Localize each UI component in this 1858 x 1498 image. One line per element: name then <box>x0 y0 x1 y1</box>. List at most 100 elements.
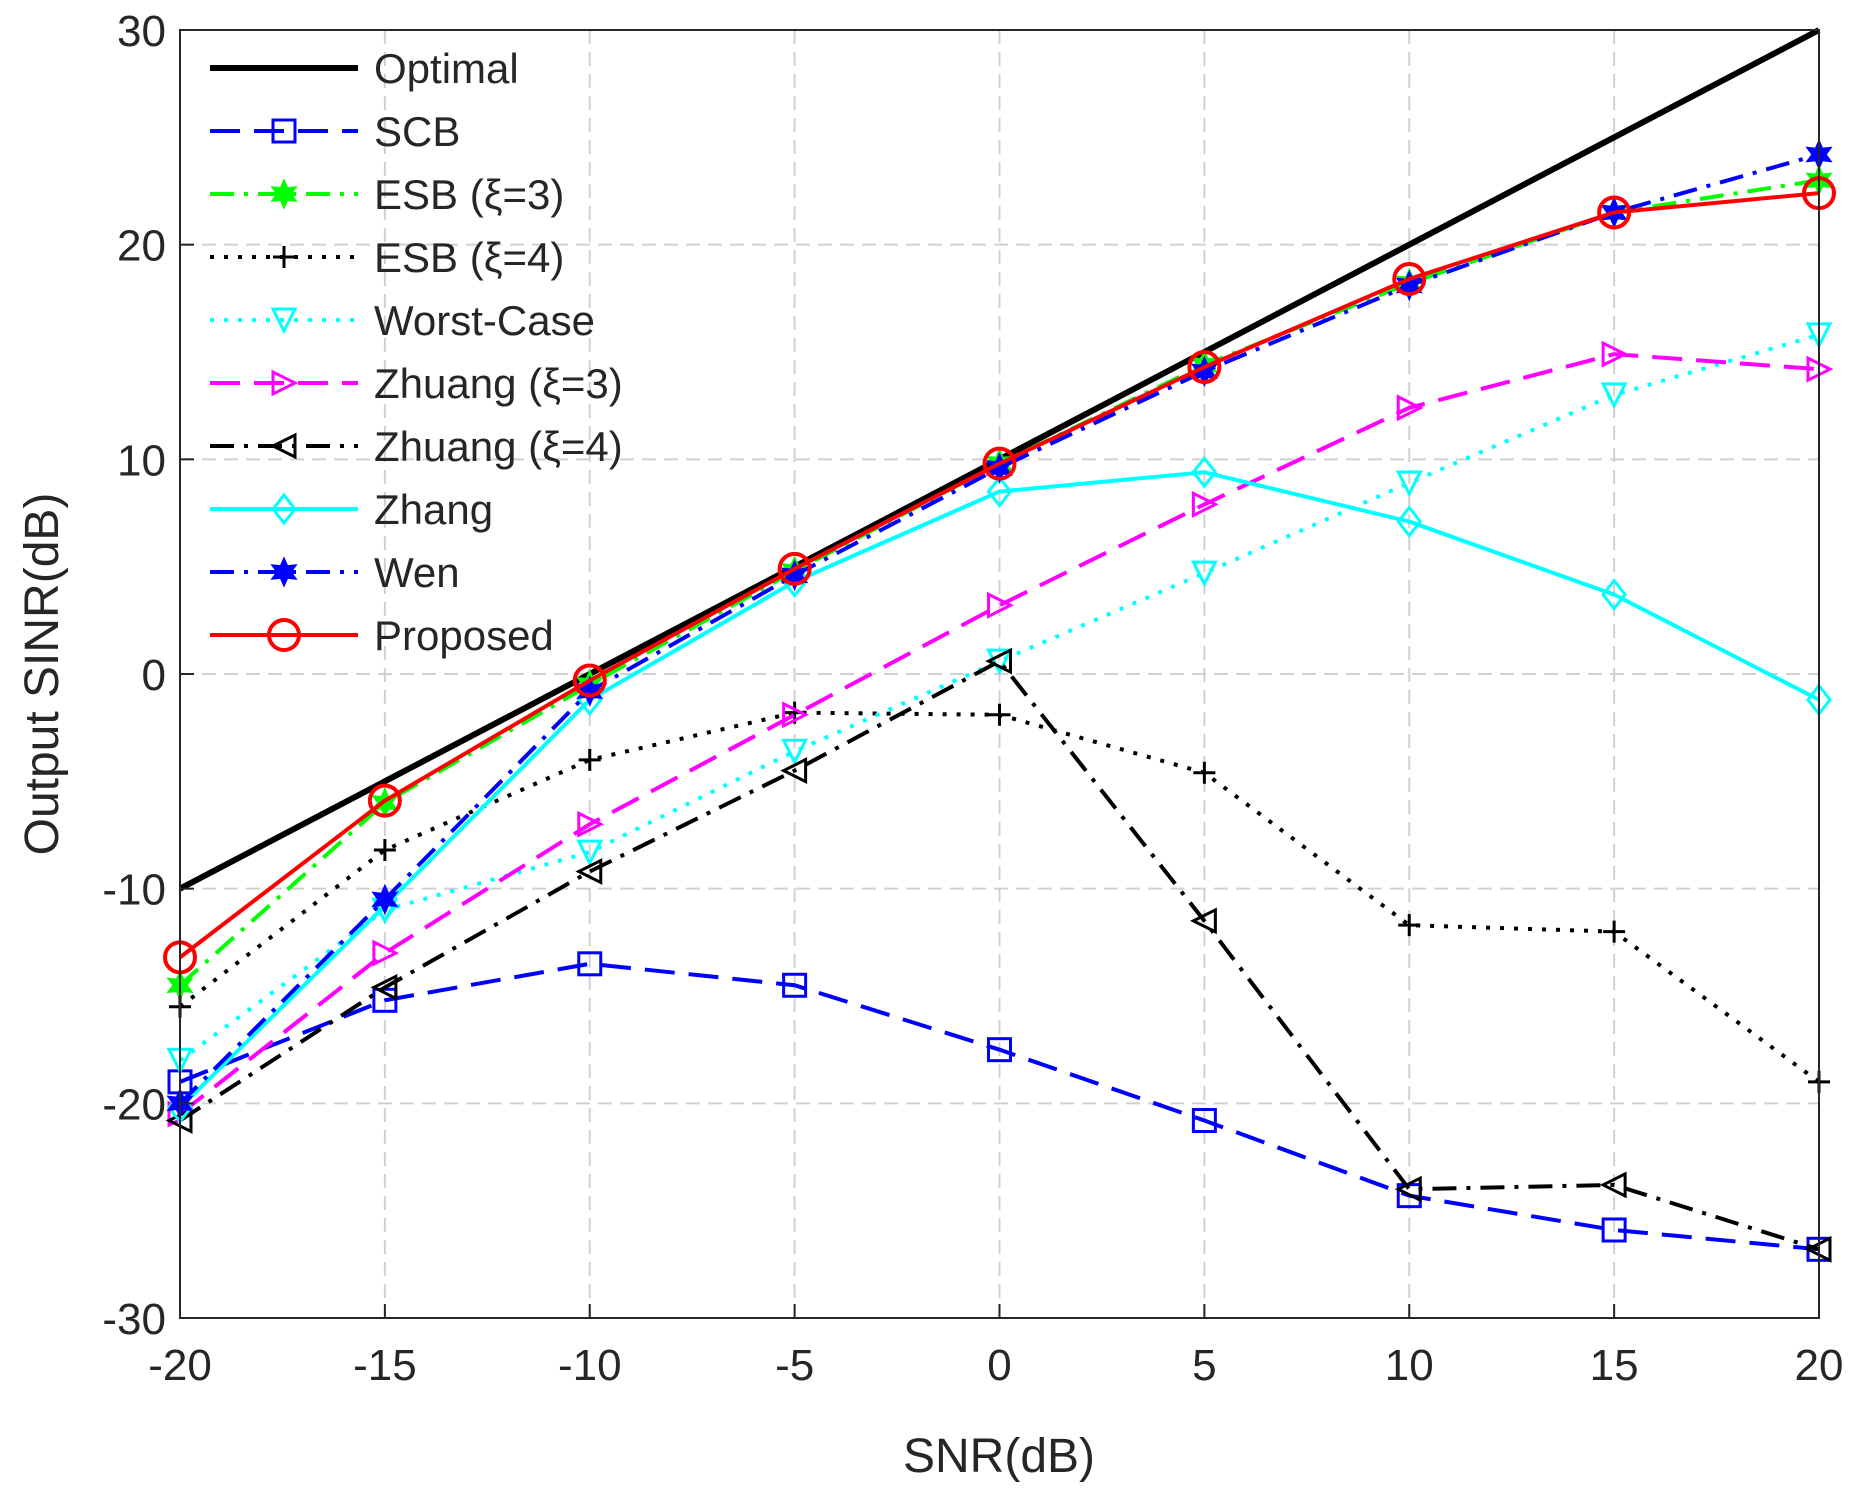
y-axis-label: Output SINR(dB) <box>16 493 69 856</box>
y-tick-label: -10 <box>102 866 166 915</box>
data-point <box>982 446 1017 481</box>
legend-item: SCB <box>210 108 460 155</box>
x-tick-label: 5 <box>1192 1341 1216 1390</box>
data-point <box>373 839 396 862</box>
data-point <box>1597 195 1632 230</box>
legend-label: Worst-Case <box>374 297 595 344</box>
data-point <box>576 839 604 867</box>
series-line <box>178 470 1820 1110</box>
data-point <box>372 939 400 967</box>
data-point <box>780 757 808 785</box>
legend-label: ESB (ξ=4) <box>374 234 564 281</box>
data-point <box>1190 907 1217 935</box>
data-point <box>988 703 1011 726</box>
x-tick-label: 10 <box>1385 1341 1434 1390</box>
legend-label: Zhuang (ξ=4) <box>374 423 623 470</box>
legend-marker <box>270 556 298 588</box>
legend-label: SCB <box>374 108 460 155</box>
data-point <box>987 1037 1012 1063</box>
x-tick-label: -15 <box>353 1341 417 1390</box>
data-point <box>1398 914 1421 937</box>
legend-item: Zhuang (ξ=4) <box>210 423 623 470</box>
data-point <box>1603 920 1626 943</box>
legend-item: Zhuang (ξ=3) <box>210 360 623 407</box>
x-tick-label: -10 <box>558 1341 622 1390</box>
data-point <box>1601 578 1628 612</box>
data-point <box>1187 350 1222 385</box>
legend-marker <box>273 246 295 268</box>
data-point <box>1395 269 1423 302</box>
legend-label: Wen <box>374 549 460 596</box>
data-point <box>1394 1175 1422 1203</box>
series-line <box>178 658 1820 1252</box>
legend-item: Optimal <box>210 45 519 92</box>
data-point <box>577 810 605 838</box>
legend-label: Optimal <box>374 45 519 92</box>
data-point <box>1191 455 1218 489</box>
legend-label: Zhang <box>374 486 493 533</box>
data-point <box>577 951 603 977</box>
data-point <box>1601 340 1629 368</box>
series-line <box>178 332 1820 1063</box>
data-point <box>1190 560 1218 588</box>
legend-item: Proposed <box>210 612 554 659</box>
legend-marker <box>271 118 297 144</box>
legend: Optimal SCB ESB (ξ=3) ESB (ξ=4) Worst-Case Zh… <box>210 45 623 659</box>
legend-item: Worst-Case <box>210 297 595 344</box>
x-tick-label: 0 <box>987 1341 1011 1390</box>
data-point <box>572 663 607 698</box>
y-tick-label: -20 <box>102 1080 166 1129</box>
data-point <box>367 783 402 818</box>
data-point <box>1392 262 1427 297</box>
data-point <box>986 648 1013 676</box>
legend-label: ESB (ξ=3) <box>374 171 564 218</box>
legend-marker <box>270 178 298 210</box>
legend-marker <box>271 492 297 526</box>
data-point <box>575 858 603 885</box>
data-point <box>780 559 809 592</box>
data-point <box>1395 470 1423 498</box>
series-line <box>178 152 1820 1105</box>
data-point <box>1599 1171 1627 1199</box>
y-tick-label: 0 <box>142 651 166 700</box>
legend-marker <box>267 618 301 652</box>
series-line <box>178 191 1820 959</box>
y-tick-label: 20 <box>117 222 166 271</box>
y-tick-label: -30 <box>102 1295 166 1344</box>
data-point <box>371 883 399 916</box>
data-point <box>781 738 809 766</box>
data-point <box>987 591 1014 619</box>
data-point <box>986 475 1013 508</box>
data-point <box>1600 382 1628 410</box>
y-tick-label: 30 <box>117 7 166 56</box>
x-axis-label: SNR(dB) <box>903 1430 1095 1483</box>
legend-label: Proposed <box>374 612 554 659</box>
data-point <box>985 647 1012 675</box>
legend-item: ESB (ξ=4) <box>210 234 564 281</box>
legend-item: Wen <box>210 549 460 596</box>
legend-marker <box>271 369 299 397</box>
y-tick-label: 10 <box>117 436 166 485</box>
data-point <box>777 551 812 586</box>
legend-item: Zhang <box>210 486 493 533</box>
data-point <box>1396 505 1423 539</box>
series-line <box>179 961 1820 1252</box>
x-tick-label: 20 <box>1795 1341 1844 1390</box>
legend-marker <box>270 307 298 335</box>
data-point <box>782 972 808 998</box>
data-point <box>1191 490 1219 518</box>
data-point <box>782 701 809 729</box>
legend-item: ESB (ξ=3) <box>210 171 564 218</box>
data-point <box>370 973 398 1001</box>
data-point <box>1601 1217 1627 1243</box>
data-point <box>1396 394 1424 422</box>
x-tick-label: -20 <box>148 1341 212 1390</box>
data-point <box>1191 1108 1217 1134</box>
series-line <box>178 352 1820 1116</box>
legend-marker <box>269 432 297 460</box>
x-tick-label: -5 <box>775 1341 814 1390</box>
data-point <box>578 748 601 771</box>
data-point <box>1193 761 1216 784</box>
